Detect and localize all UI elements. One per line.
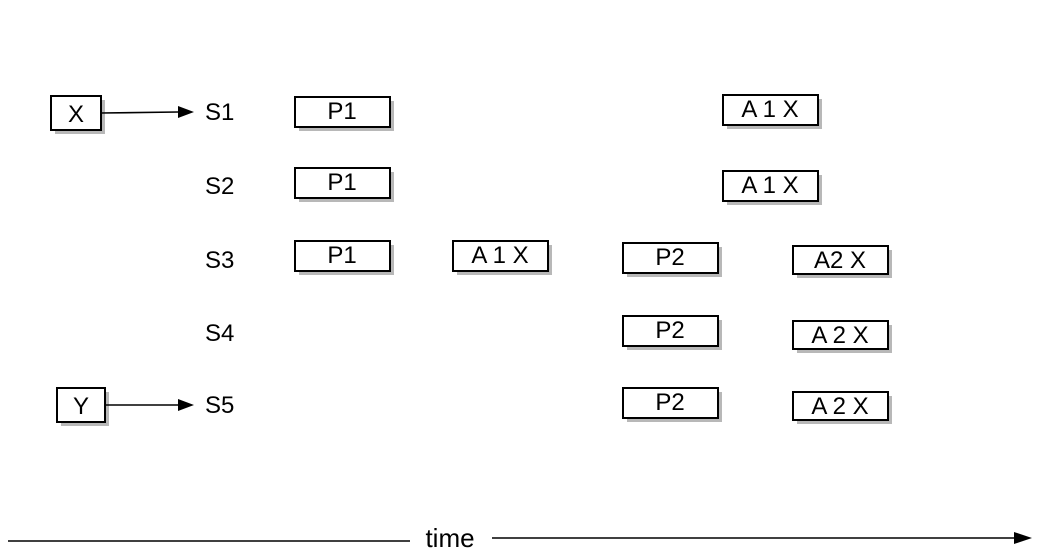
time-axis: time [8,523,1032,553]
message-label: A 1 X [741,172,798,199]
message-label: P1 [327,98,356,125]
message-box: P1 [294,96,394,131]
server-label-s2: S2 [205,173,234,200]
server-label-s1: S1 [205,99,234,126]
message-box: A 1 X [722,94,822,129]
message-box: A 2 X [792,320,892,353]
message-label: A2 X [814,247,866,274]
message-label: P2 [655,244,684,271]
server-label-s5: S5 [205,392,234,419]
message-label: P1 [327,242,356,269]
client-x-arrow [100,106,194,118]
message-box: P2 [622,242,722,277]
message-label: P1 [327,169,356,196]
client-y-label: Y [73,393,89,420]
message-box: P1 [294,167,394,202]
message-label: A 1 X [471,242,528,269]
message-box: A2 X [792,245,892,278]
message-box: A 2 X [792,391,892,424]
client-x-label: X [68,101,84,128]
message-box: A 1 X [722,170,822,205]
message-label: A 1 X [741,96,798,123]
message-box: A 1 X [452,240,552,275]
message-label: A 2 X [811,322,868,349]
message-box: P1 [294,240,394,275]
server-label-s4: S4 [205,320,234,347]
client-x-box: X [50,95,105,134]
server-label-s3: S3 [205,247,234,274]
client-y-box: Y [56,387,109,426]
message-label: P2 [655,389,684,416]
message-box: P2 [622,315,722,350]
message-label: A 2 X [811,393,868,420]
time-axis-arrowhead [1014,532,1032,544]
message-box: P2 [622,387,722,422]
client-y-arrow [105,399,194,411]
time-axis-label: time [425,523,474,553]
message-label: P2 [655,317,684,344]
